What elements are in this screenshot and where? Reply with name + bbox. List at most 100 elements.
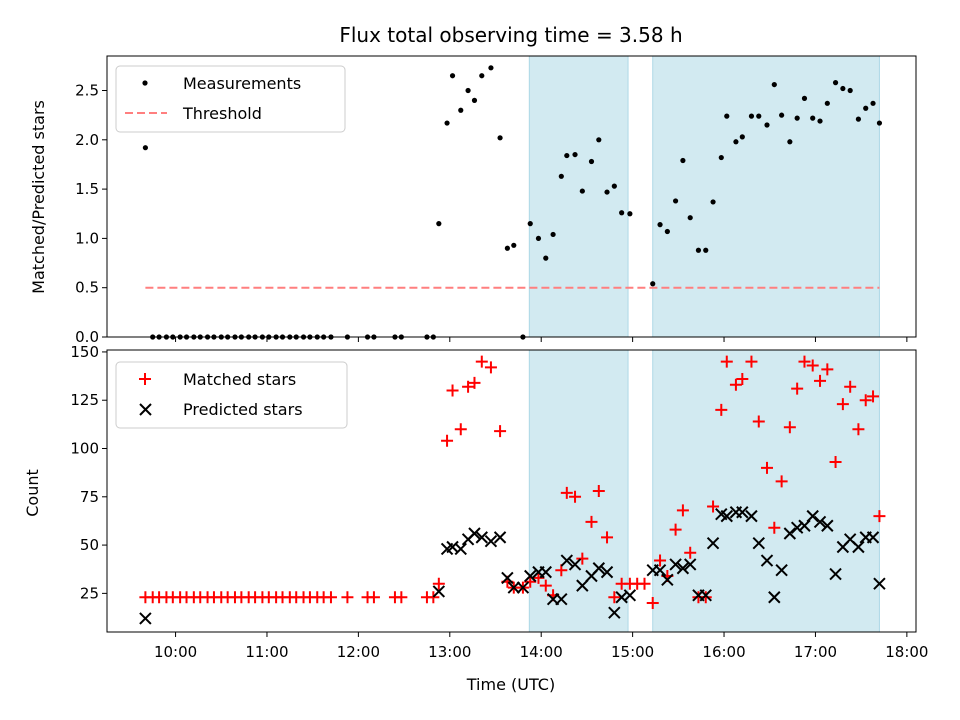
measurement-point: [672, 198, 679, 204]
measurement-point: [444, 120, 450, 126]
measurement-point: [579, 188, 585, 194]
measurement-point: [779, 112, 785, 118]
predicted-star-point: [760, 554, 774, 567]
matched-star-point: [454, 423, 467, 436]
predicted-star-point: [813, 515, 827, 529]
predicted-star-point: [852, 540, 865, 554]
x-tick-label: 18:00: [885, 643, 928, 661]
y-tick-label: 1.0: [75, 229, 99, 247]
measurement-point: [511, 242, 517, 248]
y-tick-label: 1.5: [75, 180, 99, 198]
predicted-star-point: [608, 606, 621, 619]
matched-star-point: [524, 575, 537, 588]
matched-star-point: [798, 355, 811, 368]
predicted-star-point: [706, 536, 720, 550]
measurement-point: [687, 215, 693, 221]
measurement-point: [695, 247, 702, 253]
predicted-star-point: [454, 542, 467, 556]
measurement-point: [527, 221, 533, 227]
measurement-point: [627, 211, 633, 217]
legend-matched-marker: [139, 373, 151, 385]
predicted-star-point: [736, 506, 749, 519]
shaded-region: [652, 349, 880, 633]
matched-star-point: [324, 591, 337, 604]
matched-star-point: [768, 521, 781, 534]
x-tick-label: 12:00: [337, 643, 380, 661]
matched-star-point: [775, 475, 788, 488]
matched-star-point: [745, 355, 758, 368]
matched-star-point: [867, 390, 880, 403]
legend-matched-label: Matched stars: [183, 370, 296, 389]
y-tick-label: 125: [70, 391, 99, 409]
matched-star-point: [432, 577, 445, 590]
predicted-star-point: [684, 558, 697, 571]
measurement-point: [588, 158, 595, 165]
legend-measurements-label: Measurements: [183, 74, 301, 93]
top-legend: Measurements Threshold: [115, 65, 346, 133]
predicted-star-point: [507, 581, 520, 594]
top-legend-box: [115, 65, 346, 133]
predicted-star-point: [798, 519, 811, 532]
predicted-star-point: [806, 509, 819, 523]
bottom-plot-frame: [106, 349, 917, 633]
measurement-point: [550, 231, 556, 238]
y-tick-label: 2.5: [75, 82, 99, 100]
matched-star-point: [532, 571, 545, 584]
measurement-point: [650, 281, 656, 287]
measurement-point: [572, 151, 578, 158]
measurement-point: [543, 255, 549, 261]
matched-star-point: [468, 376, 481, 389]
matched-star-point: [752, 415, 765, 428]
measurement-point: [876, 120, 883, 126]
measurement-point: [488, 65, 494, 71]
measurement-point: [436, 221, 442, 227]
predicted-star-point: [568, 558, 582, 571]
matched-star-point: [462, 380, 475, 393]
matched-star-point: [601, 531, 614, 544]
legend-predicted-label: Predicted stars: [183, 400, 303, 419]
measurement-point: [718, 154, 724, 161]
predicted-star-point: [493, 531, 507, 544]
matched-star-point: [852, 423, 865, 436]
legend-threshold-label: Threshold: [182, 104, 262, 123]
x-tick-label: 10:00: [154, 643, 197, 661]
matched-star-point: [427, 591, 440, 604]
predicted-star-point: [752, 536, 765, 550]
matched-star-point: [608, 591, 621, 604]
bottom-shaded-regions: [528, 349, 880, 633]
predicted-stars-layer: [139, 506, 886, 625]
y-tick-label: 25: [80, 584, 99, 602]
top-plot-frame: [106, 55, 917, 338]
x-tick-label: 17:00: [794, 643, 837, 661]
measurement-point: [863, 105, 869, 111]
predicted-star-point: [676, 562, 690, 575]
predicted-star-point: [516, 581, 530, 594]
measurement-point: [710, 199, 716, 205]
matched-star-point: [821, 363, 834, 376]
matched-star-point: [585, 515, 598, 528]
predicted-star-point: [653, 563, 667, 577]
predicted-star-point: [699, 589, 712, 602]
measurement-point: [832, 80, 839, 86]
matched-star-point: [829, 456, 842, 469]
matched-star-point: [367, 591, 380, 604]
predicted-star-point: [560, 554, 574, 567]
bottom-legend: Matched stars Predicted stars: [115, 361, 348, 429]
predicted-star-point: [720, 509, 733, 523]
measurement-point: [739, 134, 745, 140]
x-tick-label: 14:00: [520, 643, 563, 661]
matched-star-point: [720, 355, 733, 368]
measurement-point: [558, 173, 564, 179]
matched-star-point: [475, 355, 488, 368]
measurement-point: [596, 137, 602, 143]
matched-star-point: [791, 382, 804, 395]
x-tick-label: 16:00: [702, 643, 745, 661]
measurement-point: [855, 116, 862, 122]
matched-star-point: [760, 461, 773, 474]
matched-star-point: [441, 434, 454, 447]
bottom-panel: 25 50 75 100 125 150 10:00 11:00 12:00 13:00 14:0…: [23, 343, 928, 694]
predicted-star-point: [873, 577, 886, 590]
matched-star-point: [715, 403, 728, 416]
predicted-star-point: [524, 569, 537, 583]
